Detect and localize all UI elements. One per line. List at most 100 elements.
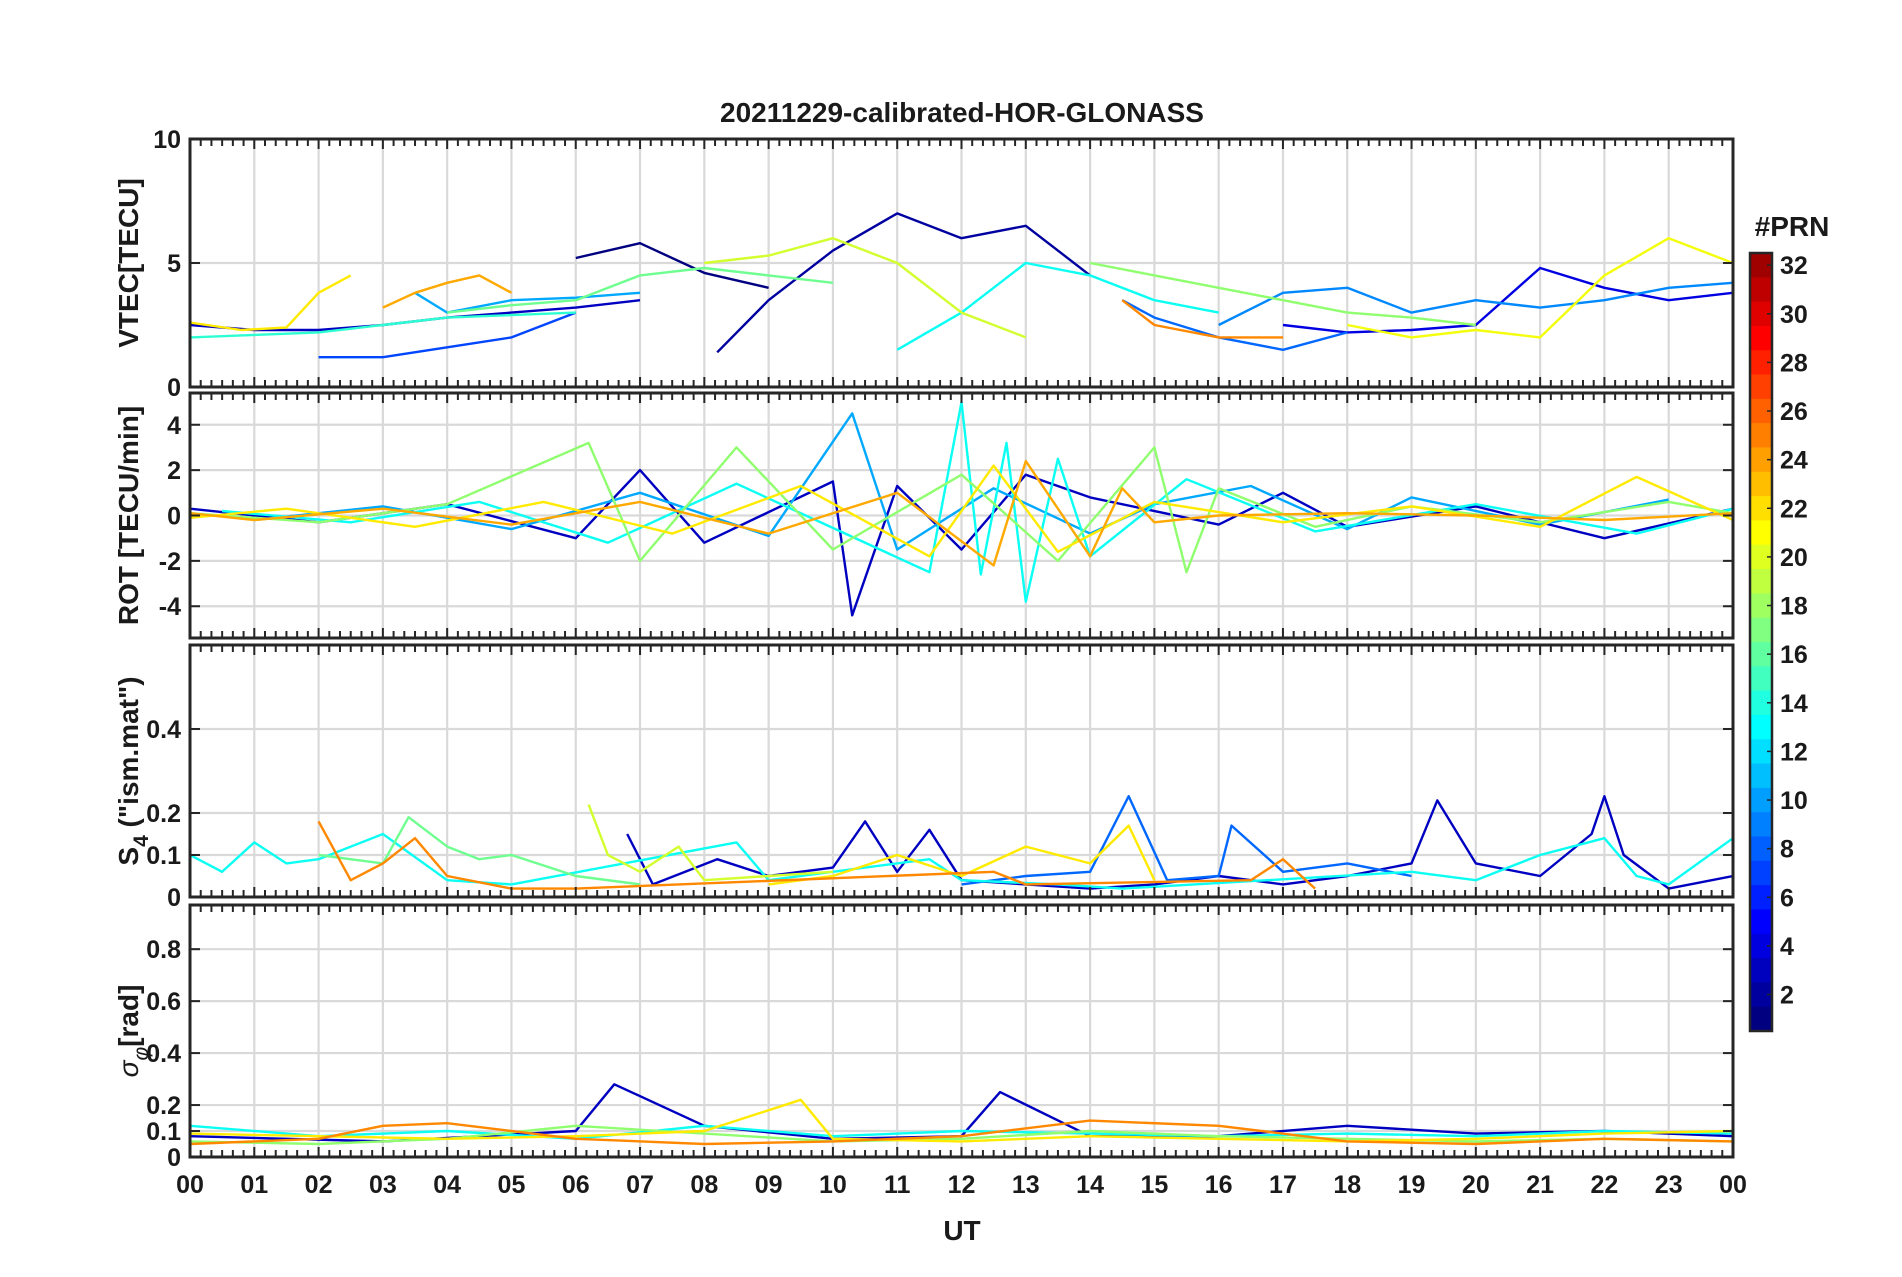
- x-tick-label: 00: [176, 1171, 204, 1199]
- colorbar-tick-label: 26: [1780, 398, 1808, 426]
- series-vtec-prn-17: [1089, 261, 1476, 327]
- colorbar-swatch: [1750, 471, 1772, 497]
- series-vtec-prn-9: [1218, 281, 1733, 327]
- colorbar-swatch: [1750, 423, 1772, 449]
- colorbar-tick-label: 28: [1780, 349, 1808, 377]
- y-tick-label-sigma_phi: 0.8: [146, 936, 181, 964]
- y-tick-label-sigma_phi: 0: [167, 1144, 181, 1172]
- colorbar-tick-label: 2: [1780, 982, 1794, 1010]
- colorbar-swatch: [1750, 496, 1772, 522]
- panel-rot: -4 -2 0 2 4 ROT [TECU/min]: [113, 391, 1735, 640]
- colorbar-swatch: [1750, 277, 1772, 303]
- y-axis-title-rot: ROT [TECU/min]: [113, 406, 144, 625]
- y-tick-label-s4: 0.2: [146, 800, 181, 828]
- colorbar-swatch: [1750, 325, 1772, 351]
- colorbar-swatch: [1750, 666, 1772, 692]
- panel-sigma_phi: 00.10.2 0.4 0.6 0.8 σφ[rad]: [113, 903, 1735, 1172]
- series-group-rot: [190, 400, 1733, 617]
- series-vtec-prn-4: [1282, 266, 1733, 334]
- y-tick-label-sigma_phi: 0.1: [146, 1118, 181, 1146]
- colorbar-swatch: [1750, 569, 1772, 594]
- colorbar-swatch: [1750, 958, 1772, 983]
- y-tick-label-rot: 2: [167, 457, 181, 485]
- y-tick-label-rot: 4: [167, 412, 181, 440]
- colorbar-swatch: [1750, 909, 1772, 935]
- y-tick-label-sigma_phi: 0.6: [146, 988, 181, 1016]
- x-tick-label: 14: [1076, 1171, 1104, 1199]
- x-tick-label: 10: [819, 1171, 847, 1199]
- series-sigma_phi-prn-21: [190, 1098, 1733, 1143]
- x-tick-label: 01: [240, 1171, 268, 1199]
- colorbar-swatch: [1750, 301, 1772, 327]
- colorbar-tick-label: 18: [1780, 593, 1808, 621]
- x-tick-label: 16: [1205, 1171, 1233, 1199]
- colorbar-swatch: [1750, 982, 1772, 1008]
- colorbar-tick-label: 32: [1780, 252, 1808, 280]
- colorbar-frame: [1748, 251, 1774, 1033]
- colorbar-swatch: [1750, 763, 1772, 789]
- series-vtec-prn-16: [447, 266, 834, 314]
- chart-title: 20211229-calibrated-HOR-GLONASS: [720, 97, 1204, 128]
- series-sigma_phi-prn-13: [190, 1124, 1733, 1141]
- series-vtec-prn-19: [704, 236, 1027, 339]
- y-tick-label-s4: 0.4: [146, 716, 181, 744]
- y-tick-label-sigma_phi: 0.4: [146, 1040, 181, 1068]
- y-tick-label-rot: -4: [159, 593, 181, 621]
- x-tick-label: 02: [305, 1171, 333, 1199]
- series-s4-prn-16: [318, 816, 641, 886]
- series-rot-prn-23: [190, 459, 1733, 567]
- colorbar-swatch: [1750, 714, 1772, 740]
- x-tick-label: 07: [626, 1171, 654, 1199]
- series-sigma_phi-prn-24: [190, 1119, 1733, 1146]
- colorbar-tick-label: 4: [1780, 933, 1794, 961]
- x-tick-label: 11: [884, 1171, 911, 1199]
- x-tick-label: 00: [1719, 1171, 1747, 1199]
- colorbar-swatch: [1750, 447, 1772, 473]
- colorbar-swatch: [1750, 617, 1772, 643]
- series-s4-prn-24: [317, 820, 1316, 890]
- x-axis: 00 01 02 03 04 05 06 07 08 09 10 11 12 13 14 15 16 17 18 19…: [176, 1171, 1747, 1199]
- colorbar-swatch: [1750, 787, 1772, 813]
- series-group-s4: [190, 795, 1733, 890]
- x-tick-label: 19: [1398, 1171, 1426, 1199]
- y-tick-label-rot: -2: [159, 548, 181, 576]
- colorbar-swatch: [1750, 1006, 1772, 1032]
- y-tick-label-s4: 0.1: [146, 842, 181, 870]
- panel-vtec: 0 5 10 VTEC[TECU]: [113, 126, 1735, 402]
- x-tick-label: 05: [498, 1171, 526, 1199]
- colorbar-swatch: [1750, 836, 1772, 862]
- x-tick-label: 20: [1462, 1171, 1490, 1199]
- colorbar-swatch: [1750, 593, 1772, 619]
- x-tick-label: 23: [1655, 1171, 1683, 1199]
- frame-rot: [188, 391, 1735, 640]
- colorbar-swatch: [1750, 885, 1772, 911]
- frame-vtec: [188, 137, 1735, 389]
- series-group-sigma_phi: [190, 1083, 1733, 1146]
- x-tick-label: 09: [755, 1171, 783, 1199]
- x-tick-label: 13: [1012, 1171, 1040, 1199]
- y-tick-label-vtec: 5: [167, 250, 181, 278]
- series-s4-prn-13: [190, 832, 1733, 890]
- x-tick-label: 12: [948, 1171, 976, 1199]
- colorbar-tick-label: 20: [1780, 544, 1808, 572]
- series-vtec-prn-13: [896, 261, 1219, 351]
- x-tick-label: 17: [1269, 1171, 1297, 1199]
- x-tick-label: 04: [433, 1171, 461, 1199]
- colorbar-tick-label: 8: [1780, 836, 1794, 864]
- y-tick-label-vtec: 0: [167, 374, 181, 402]
- x-tick-label: 03: [369, 1171, 397, 1199]
- x-tick-label: 18: [1333, 1171, 1361, 1199]
- colorbar-swatch: [1750, 690, 1772, 716]
- series-s4-prn-19: [587, 804, 833, 882]
- series-vtec-prn-1: [575, 241, 769, 289]
- series-vtec-prn-20: [1347, 236, 1733, 339]
- colorbar-tick-label: 30: [1780, 301, 1808, 329]
- colorbar-tick-label: 22: [1780, 495, 1808, 523]
- y-tick-label-vtec: 10: [153, 126, 181, 154]
- y-axis-title-sigma_phi: σφ[rad]: [113, 985, 153, 1078]
- x-tick-label: 21: [1526, 1171, 1554, 1199]
- series-rot-prn-13: [221, 400, 1733, 603]
